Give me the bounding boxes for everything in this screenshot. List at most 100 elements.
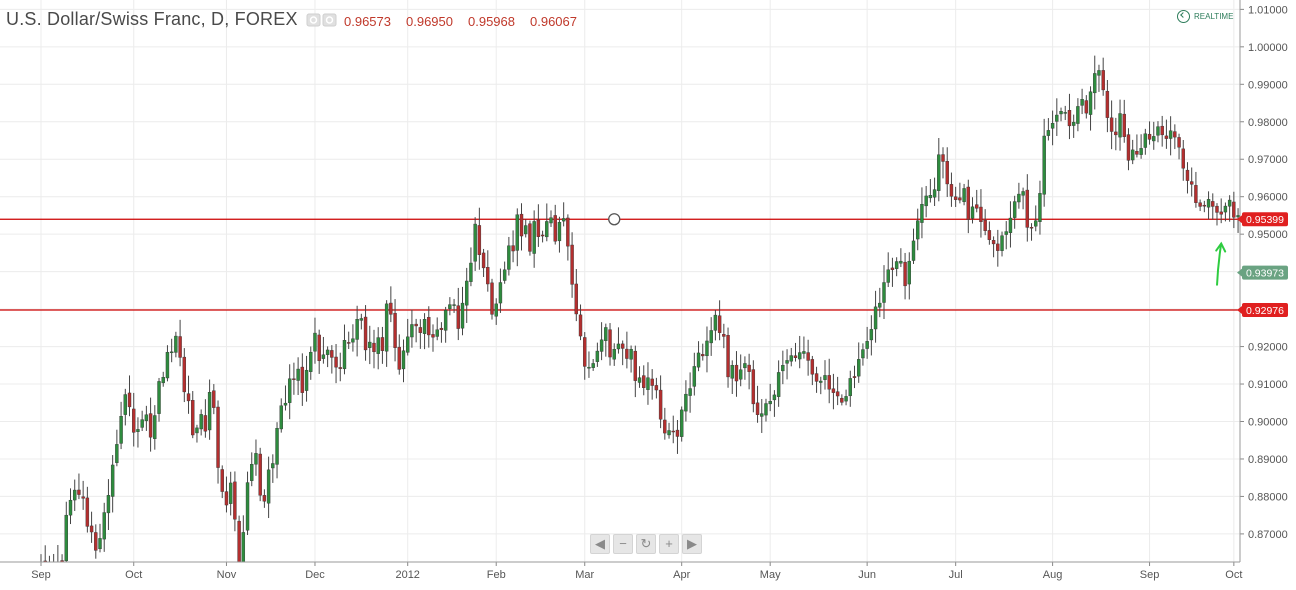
candle-up bbox=[406, 337, 409, 353]
candle-up bbox=[743, 363, 746, 367]
candle-down bbox=[634, 351, 637, 381]
candle-down bbox=[179, 337, 182, 358]
candle-down bbox=[722, 334, 725, 336]
candle-up bbox=[714, 315, 717, 330]
candle-down bbox=[1114, 132, 1117, 135]
candle-down bbox=[807, 353, 810, 361]
candle-down bbox=[891, 268, 894, 270]
candle-down bbox=[701, 354, 704, 356]
candle-up bbox=[937, 155, 940, 191]
candle-down bbox=[828, 375, 831, 389]
candle-up bbox=[1081, 99, 1084, 105]
candle-up bbox=[444, 310, 447, 330]
candle-up bbox=[356, 319, 359, 339]
candle-up bbox=[1156, 127, 1159, 136]
y-tick-label: 0.89000 bbox=[1248, 454, 1288, 466]
candle-down bbox=[520, 214, 523, 236]
candle-down bbox=[318, 335, 321, 361]
zoom-in-button[interactable]: + bbox=[659, 534, 679, 554]
current-price-label: 0.93973 bbox=[1246, 268, 1284, 280]
candle-up bbox=[153, 416, 156, 439]
candle-up bbox=[870, 329, 873, 340]
candle-down bbox=[82, 497, 85, 499]
x-tick-label: Jun bbox=[858, 569, 876, 581]
candle-up bbox=[895, 262, 898, 269]
candle-up bbox=[798, 353, 801, 359]
candle-up bbox=[99, 538, 102, 548]
candle-up bbox=[103, 513, 106, 540]
candle-down bbox=[1085, 101, 1088, 114]
candle-up bbox=[158, 381, 161, 413]
candle-down bbox=[1135, 151, 1138, 154]
candle-down bbox=[90, 526, 93, 532]
candle-down bbox=[364, 317, 367, 350]
candle-up bbox=[1207, 199, 1210, 207]
candle-up bbox=[857, 359, 860, 376]
candle-up bbox=[630, 349, 633, 359]
reset-button[interactable]: ↻ bbox=[636, 534, 656, 554]
candle-up bbox=[912, 241, 915, 261]
candle-down bbox=[335, 357, 338, 367]
scroll-right-button[interactable]: ▶ bbox=[682, 534, 702, 554]
candle-up bbox=[69, 500, 72, 515]
candle-down bbox=[398, 347, 401, 369]
candle-up bbox=[680, 410, 683, 437]
candle-down bbox=[832, 389, 835, 393]
candle-down bbox=[1211, 201, 1214, 206]
candle-down bbox=[217, 407, 220, 468]
zoom-out-button[interactable]: − bbox=[613, 534, 633, 554]
candle-up bbox=[288, 379, 291, 403]
candle-down bbox=[988, 230, 991, 239]
candle-down bbox=[672, 431, 675, 432]
candle-down bbox=[663, 420, 666, 433]
candle-up bbox=[166, 352, 169, 378]
candle-up bbox=[410, 324, 413, 337]
candle-down bbox=[541, 235, 544, 236]
candle-up bbox=[73, 490, 76, 500]
candle-up bbox=[849, 378, 852, 395]
x-tick-label: Sep bbox=[31, 569, 51, 581]
candle-down bbox=[836, 392, 839, 396]
settings-icons[interactable] bbox=[306, 13, 338, 27]
candle-up bbox=[668, 430, 671, 434]
candle-down bbox=[840, 398, 843, 402]
candle-up bbox=[693, 366, 696, 386]
chart-navigation: ◀ − ↻ + ▶ bbox=[590, 534, 702, 554]
candle-down bbox=[579, 315, 582, 336]
candle-down bbox=[566, 218, 569, 246]
candle-up bbox=[360, 318, 363, 320]
candle-down bbox=[478, 225, 481, 254]
candle-up bbox=[322, 355, 325, 359]
candle-down bbox=[1030, 227, 1033, 228]
candle-down bbox=[979, 207, 982, 222]
candle-up bbox=[1038, 193, 1041, 221]
candle-up bbox=[684, 394, 687, 411]
candle-down bbox=[86, 498, 89, 527]
ohlc-close: 0.96067 bbox=[530, 14, 577, 29]
candle-up bbox=[474, 224, 477, 261]
candle-down bbox=[642, 376, 645, 388]
candle-up bbox=[1093, 73, 1096, 92]
y-tick-label: 0.99000 bbox=[1248, 79, 1288, 91]
candle-down bbox=[655, 385, 658, 390]
candle-down bbox=[94, 532, 97, 550]
candle-up bbox=[899, 261, 902, 263]
scroll-left-button[interactable]: ◀ bbox=[590, 534, 610, 554]
candle-up bbox=[242, 532, 245, 565]
realtime-indicator[interactable]: REALTIME bbox=[1177, 8, 1233, 24]
candle-up bbox=[764, 404, 767, 416]
candle-down bbox=[238, 521, 241, 564]
candle-down bbox=[718, 316, 721, 333]
x-tick-label: Oct bbox=[125, 569, 142, 581]
ohlc-open: 0.96573 bbox=[344, 14, 391, 29]
candle-down bbox=[651, 379, 654, 386]
candle-down bbox=[233, 482, 236, 519]
price-tag-label: 0.92976 bbox=[1246, 305, 1284, 317]
y-tick-label: 1.00000 bbox=[1248, 42, 1288, 54]
candle-up bbox=[545, 221, 548, 236]
candle-up bbox=[646, 378, 649, 390]
candle-up bbox=[1224, 206, 1227, 212]
candle-down bbox=[528, 224, 531, 252]
